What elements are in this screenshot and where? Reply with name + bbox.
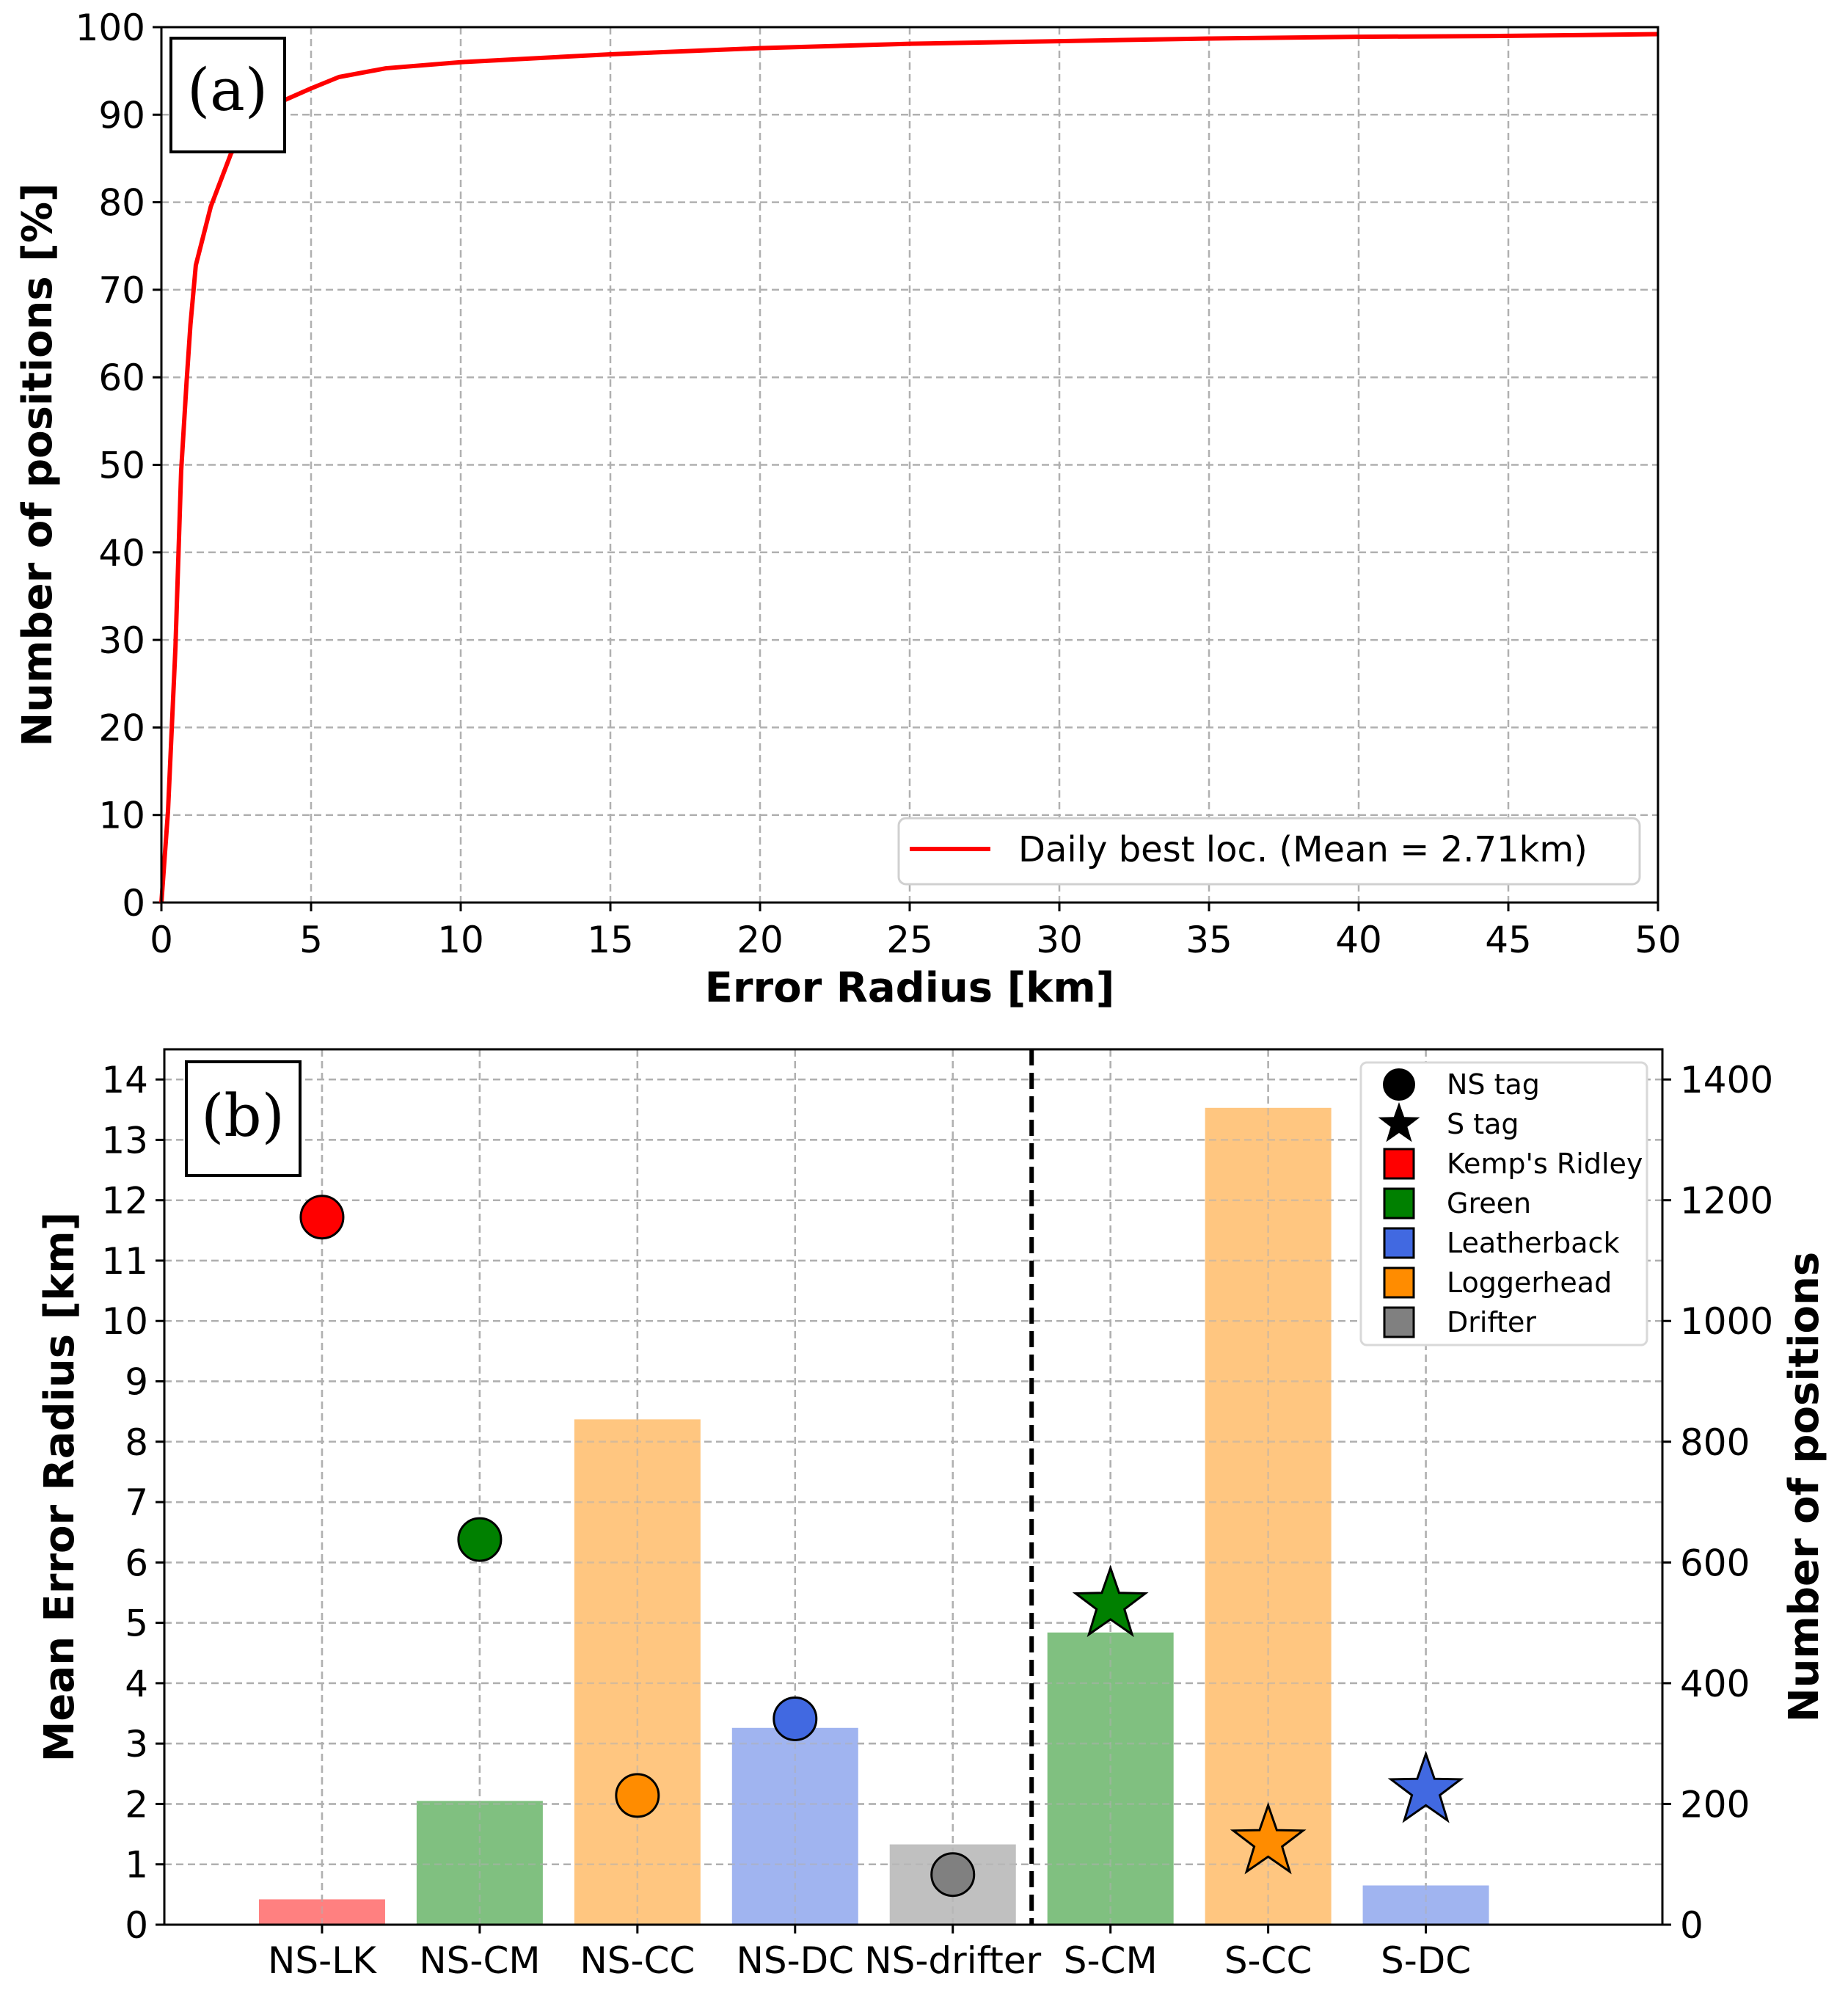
y-tick-label: 60 [98, 357, 145, 399]
y-right-tick-label: 0 [1680, 1904, 1703, 1947]
marker-circle-ns-lk [299, 1195, 345, 1240]
y-tick-label: 7 [125, 1481, 148, 1524]
y-tick-label: 20 [98, 707, 145, 749]
x-tick-label: 0 [150, 919, 173, 961]
x-tick-label: 50 [1635, 919, 1681, 961]
marker-star-s-dc [1387, 1750, 1464, 1823]
legend-label: S tag [1447, 1108, 1519, 1140]
axes-frame [163, 1048, 1664, 1926]
y-axis-label: Mean Error Radius [km] [36, 1212, 84, 1763]
x-tick-label: S-DC [1381, 1939, 1471, 1982]
legend-label: Green [1447, 1187, 1531, 1220]
legend-label: Daily best loc. (Mean = 2.71km) [1018, 829, 1588, 870]
y-tick-label: 4 [125, 1663, 148, 1705]
y-tick-label: 5 [125, 1603, 148, 1645]
legend-label: Kemp's Ridley [1447, 1148, 1643, 1180]
marker-circle-ns-cm [457, 1517, 503, 1562]
x-tick-label: 45 [1485, 919, 1532, 961]
x-tick-label: NS-CC [580, 1939, 695, 1982]
y-tick-label: 100 [76, 7, 145, 49]
legend-swatch [1383, 1227, 1415, 1259]
marker-circle-ns-drifter [930, 1852, 976, 1898]
x-tick-label: NS-DC [736, 1939, 854, 1982]
legend-label: NS tag [1447, 1068, 1540, 1101]
panel-label: (b) [201, 1082, 285, 1150]
y-tick-label: 70 [98, 269, 145, 312]
y-tick-label: 9 [125, 1361, 148, 1404]
x-tick-label: 40 [1335, 919, 1382, 961]
x-tick-label: NS-LK [268, 1939, 377, 1982]
legend-label: Leatherback [1447, 1227, 1619, 1259]
panel-label-box [169, 37, 286, 153]
marker-circle-ns-dc [773, 1696, 818, 1741]
y-right-tick-label: 400 [1680, 1663, 1750, 1705]
y-tick-label: 11 [101, 1240, 148, 1283]
y-tick-label: 80 [98, 182, 145, 225]
cdf-line [159, 32, 1659, 903]
y-tick-label: 12 [101, 1180, 148, 1222]
y-right-axis-label: Number of positions [1781, 1252, 1828, 1722]
legend-box [897, 817, 1641, 886]
panel-label: (a) [187, 56, 268, 124]
x-tick-label: 30 [1036, 919, 1083, 961]
marker-star-s-cm [1072, 1564, 1149, 1638]
x-tick-label: 15 [587, 919, 634, 961]
y-tick-label: 1 [125, 1844, 148, 1887]
y-right-tick-label: 800 [1680, 1421, 1750, 1464]
marker-circle-ns-cc [615, 1773, 660, 1818]
legend-star-icon [1378, 1102, 1420, 1142]
x-tick-label: 35 [1186, 919, 1232, 961]
legend-box [1359, 1061, 1648, 1346]
y-right-tick-label: 1000 [1680, 1300, 1773, 1343]
legend-label: Drifter [1447, 1306, 1536, 1338]
x-tick-label: NS-drifter [864, 1939, 1041, 1982]
legend-label: Loggerhead [1447, 1266, 1612, 1299]
y-tick-label: 0 [122, 882, 145, 925]
y-axis-label: Number of positions [%] [14, 183, 62, 746]
panel-b: 0123456789101112131402004006008001000120… [36, 1048, 1828, 1982]
legend-swatch [1383, 1266, 1415, 1299]
panel-label-box [185, 1060, 302, 1177]
y-tick-label: 3 [125, 1723, 148, 1765]
x-tick-label: S-CM [1064, 1939, 1158, 1982]
y-tick-label: 10 [98, 795, 145, 837]
y-tick-label: 0 [125, 1904, 148, 1947]
x-tick-label: NS-CM [419, 1939, 540, 1982]
x-tick-label: 20 [737, 919, 784, 961]
y-tick-label: 50 [98, 445, 145, 487]
y-tick-label: 13 [101, 1119, 148, 1162]
panel-a: 0 5 10 15 20 25 30 35 40 45 50 0 10 20 30 40 50 60 70 80 90 1… [14, 7, 1681, 1012]
y-tick-label: 6 [125, 1542, 148, 1584]
x-tick-label: 5 [299, 919, 323, 961]
legend-swatch [1383, 1187, 1415, 1220]
legend-swatch [1383, 1306, 1415, 1338]
y-tick-label: 8 [125, 1421, 148, 1464]
marker-star-s-cc [1230, 1801, 1307, 1875]
y-tick-label: 40 [98, 532, 145, 575]
y-tick-label: 14 [101, 1059, 148, 1101]
y-tick-label: 2 [125, 1783, 148, 1826]
y-tick-label: 90 [98, 94, 145, 136]
x-tick-label: S-CC [1224, 1939, 1312, 1982]
axes-frame [160, 26, 1659, 904]
x-tick-label: 25 [886, 919, 933, 961]
x-axis-label: Error Radius [km] [705, 964, 1115, 1012]
x-tick-label: 10 [437, 919, 484, 961]
legend-circle-icon [1383, 1068, 1415, 1101]
y-right-tick-label: 1200 [1680, 1180, 1773, 1222]
y-right-tick-label: 200 [1680, 1783, 1750, 1826]
y-tick-label: 30 [98, 619, 145, 662]
y-tick-label: 10 [101, 1300, 148, 1343]
y-right-tick-label: 1400 [1680, 1059, 1773, 1101]
y-right-tick-label: 600 [1680, 1542, 1750, 1584]
legend-swatch [1383, 1148, 1415, 1180]
